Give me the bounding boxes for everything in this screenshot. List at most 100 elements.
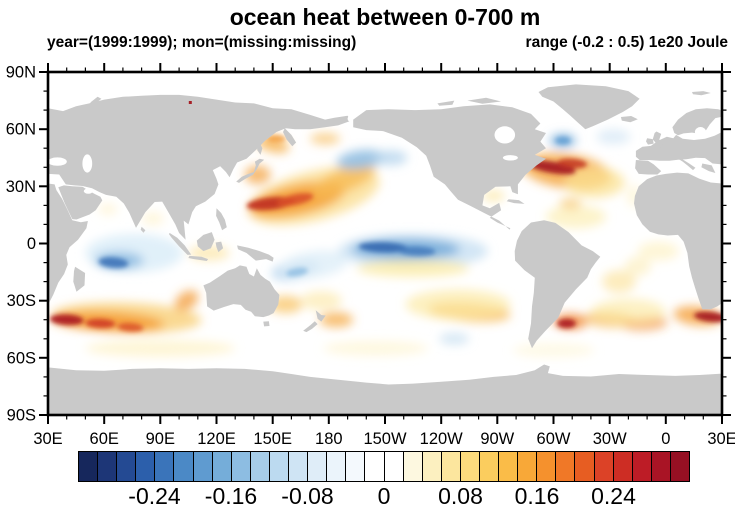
anomaly-agulhas-core <box>693 311 722 323</box>
anomaly-gulf-stream-core-2 <box>557 158 588 169</box>
lat-tick-label: 90S <box>7 407 36 425</box>
inland-seas-layer <box>48 115 707 194</box>
colorbar-box-11 <box>288 452 308 481</box>
colorbar-box-14 <box>345 452 365 481</box>
colorbar-box-19 <box>440 452 460 481</box>
colorbar-box-24 <box>536 452 556 481</box>
land-sulawesi <box>215 241 224 253</box>
anomaly-se-pacific-cream <box>405 289 511 320</box>
colorbar-box-22 <box>498 452 518 481</box>
land-arctic2 <box>437 100 455 106</box>
land-europe <box>635 132 722 165</box>
colorbar-label: -0.24 <box>128 483 181 509</box>
anomaly-arabian-cream <box>98 203 118 215</box>
colorbar-box-2 <box>116 452 136 481</box>
lat-tick-label: 60N <box>6 121 36 139</box>
anomaly-coral-sea-core <box>285 267 309 277</box>
colorbar-label: 0.24 <box>591 483 636 509</box>
anomaly-argentina-core <box>557 318 576 329</box>
anomaly-caribbean-cream <box>546 205 606 229</box>
colorbar-box-4 <box>154 452 174 481</box>
anomaly-angola-cream <box>624 256 651 276</box>
land-nz_north <box>315 310 326 322</box>
colorbar-box-13 <box>326 452 346 481</box>
colorbar-box-21 <box>478 452 499 481</box>
colorbar-box-17 <box>402 452 422 481</box>
land-sakhalin <box>256 140 263 155</box>
land-south_america <box>514 220 601 349</box>
anomaly-nz-east-orange <box>319 312 354 328</box>
land-sumatra <box>168 233 192 255</box>
land-layer <box>48 84 722 415</box>
anomaly-s-pacific-55s-cream <box>323 340 428 356</box>
colorbar-box-12 <box>307 452 327 481</box>
colorbar-label: -0.16 <box>204 483 258 509</box>
lon-tick-label: 90W <box>480 430 514 448</box>
land-africa_right <box>634 172 722 310</box>
lon-tick-label: 90E <box>146 430 175 448</box>
anomaly-nz-north-cream <box>300 291 342 311</box>
colorbar-box-20 <box>459 452 479 481</box>
land-scandinavia <box>672 108 722 136</box>
colorbar-label: 0 <box>377 483 391 509</box>
land-iceland <box>620 116 638 123</box>
anomaly-north-atlantic-east-cream <box>564 167 625 198</box>
anomaly-s-atlantic-55s-cream <box>512 342 595 358</box>
anomaly-se-pacific-blue-spot <box>439 333 470 345</box>
colorbar <box>78 451 690 482</box>
land-philippines <box>216 208 227 231</box>
land-kamchatka <box>283 128 297 147</box>
anomaly-eq-pacific-core <box>358 242 408 253</box>
axis-labels: 30E 60E 90E 120E 150E 180 150W 120W 90W 60W 30W 0 30… <box>6 64 735 449</box>
lon-tick-label: 0 <box>661 430 670 448</box>
colorbar-box-31 <box>669 452 689 481</box>
land-new_guinea <box>237 245 274 262</box>
colorbar-box-30 <box>650 452 670 481</box>
land-madagascar <box>73 266 86 292</box>
lon-tick-label: 150E <box>253 430 292 448</box>
colorbar-box-27 <box>593 452 613 481</box>
land-greece <box>701 163 716 173</box>
land-ireland <box>646 138 654 145</box>
colorbar-box-29 <box>631 452 651 481</box>
anomaly-brazil-offshore-cream <box>602 270 636 293</box>
anomaly-siberia-red-dot <box>188 101 192 104</box>
anomaly-japan-orange <box>244 165 271 185</box>
colorbar-box-16 <box>383 452 403 481</box>
axis-ticks <box>39 63 731 424</box>
land-iberia <box>635 160 662 175</box>
anomaly-indian-blue-core <box>98 257 129 269</box>
lon-tick-label: 30E <box>707 430 735 448</box>
land-greenland <box>538 84 640 130</box>
land-italy <box>678 157 696 171</box>
land-uk <box>652 131 663 148</box>
colorbar-box-0 <box>79 452 98 481</box>
lat-tick-label: 60S <box>7 349 36 367</box>
anomaly-west-australia-orange <box>174 290 199 311</box>
colorbar-box-5 <box>173 452 193 481</box>
colorbar-box-10 <box>268 452 289 481</box>
anomaly-gulf-mexico-cream <box>482 190 505 202</box>
land-novaya_zemlya <box>86 96 102 109</box>
land-arabia <box>58 185 103 220</box>
anomaly-ne-pacific-blue-2 <box>373 150 408 166</box>
lon-tick-label: 120W <box>420 430 464 448</box>
lon-tick-label: 120E <box>197 430 236 448</box>
colorbar-label: 0.16 <box>514 483 560 509</box>
land-antarctica <box>48 364 722 415</box>
subtitle-left: year=(1999:1999); mon=(missing:missing) <box>47 34 357 51</box>
lon-tick-label: 180 <box>315 430 343 448</box>
lon-tick-label: 60E <box>90 430 119 448</box>
lon-tick-label: 30W <box>593 430 627 448</box>
land-australia <box>203 265 280 318</box>
chart-title: ocean heat between 0-700 m <box>229 4 541 30</box>
subtitle-right: range (-0.2 : 0.5) 1e20 Joule <box>525 34 728 51</box>
colorbar-box-28 <box>612 452 632 481</box>
land-sri_lanka <box>140 226 146 233</box>
anomaly-gulf-stream-core <box>527 160 576 175</box>
anomaly-layer-core <box>49 134 722 332</box>
anomaly-eq-pacific-core-2 <box>398 246 436 256</box>
